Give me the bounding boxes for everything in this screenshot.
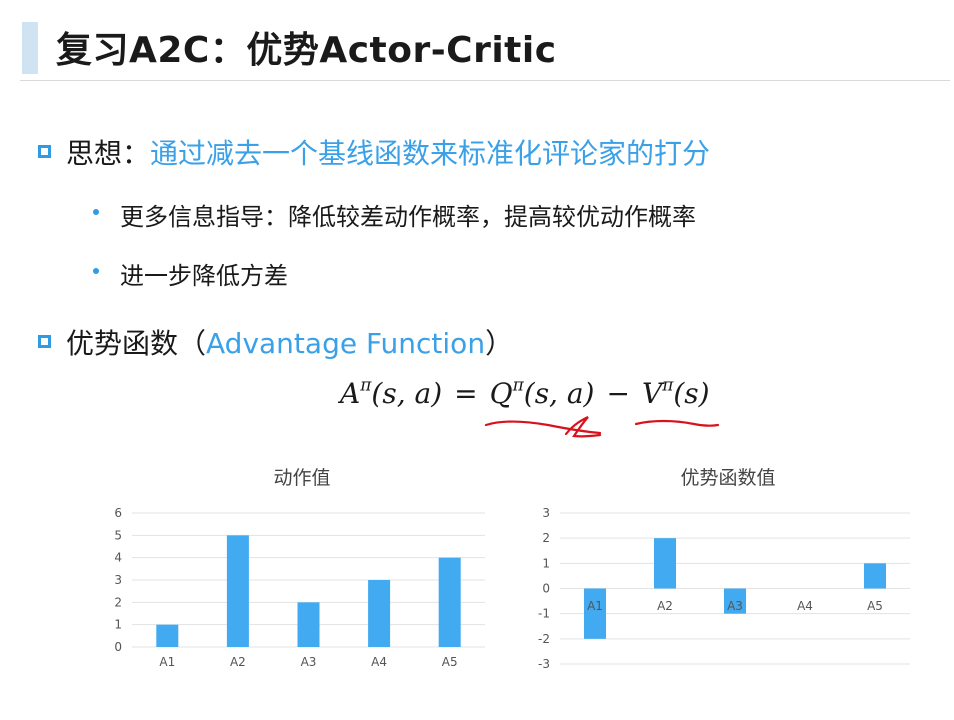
bar bbox=[724, 588, 746, 614]
bar bbox=[438, 557, 461, 647]
formula-pi: π bbox=[360, 375, 372, 396]
bar bbox=[654, 538, 676, 589]
x-tick-label: A5 bbox=[442, 655, 458, 669]
y-tick-label: 2 bbox=[114, 595, 122, 609]
formula-a: A bbox=[340, 377, 361, 410]
advantage-line: 优势函数（Advantage Function） bbox=[66, 322, 513, 362]
dot-bullet-icon bbox=[93, 209, 99, 215]
formula-args-s: (s) bbox=[673, 377, 710, 410]
x-tick-label: A2 bbox=[657, 599, 673, 613]
y-tick-label: 6 bbox=[114, 506, 122, 520]
idea-label: 思想： bbox=[66, 137, 151, 170]
chart-action-values: 动作值 0 1 2 3 4 5 6 A1 A2 A3 A4 A5 bbox=[114, 467, 485, 669]
formula-args: (s, a) bbox=[371, 377, 443, 410]
bar bbox=[584, 588, 606, 639]
idea-text: 通过减去一个基线函数来标准化评论家的打分 bbox=[150, 137, 711, 170]
formula-pi: π bbox=[512, 375, 524, 396]
y-tick-label: -2 bbox=[538, 632, 550, 646]
title-accent-bar bbox=[22, 22, 38, 74]
slide-title: 复习A2C：优势Actor-Critic bbox=[56, 30, 557, 71]
x-tick-label: A3 bbox=[301, 655, 317, 669]
y-tick-label: -3 bbox=[538, 657, 550, 671]
x-tick-label: A3 bbox=[727, 599, 743, 613]
x-tick-label: A4 bbox=[797, 599, 813, 613]
x-tick-label: A1 bbox=[587, 599, 603, 613]
y-tick-label: 3 bbox=[114, 573, 122, 587]
y-tick-label: 5 bbox=[114, 528, 122, 542]
y-tick-label: 3 bbox=[542, 506, 550, 520]
bar bbox=[297, 602, 320, 647]
square-bullet-icon bbox=[38, 335, 51, 348]
title-divider bbox=[20, 80, 950, 81]
bar bbox=[368, 580, 391, 647]
advantage-formula: Aπ(s, a) = Qπ(s, a) − Vπ(s) bbox=[340, 377, 710, 410]
y-tick-label: 0 bbox=[542, 582, 550, 596]
x-tick-label: A2 bbox=[230, 655, 246, 669]
formula-v: V bbox=[641, 377, 663, 410]
y-tick-label: 2 bbox=[542, 531, 550, 545]
bar bbox=[226, 535, 249, 647]
y-tick-label: -1 bbox=[538, 607, 550, 621]
y-tick-label: 0 bbox=[114, 640, 122, 654]
y-tick-label: 1 bbox=[542, 556, 550, 570]
formula-args: (s, a) bbox=[523, 377, 595, 410]
formula-minus: − bbox=[606, 377, 630, 410]
x-tick-label: A1 bbox=[159, 655, 175, 669]
x-tick-label: A4 bbox=[371, 655, 387, 669]
y-tick-label: 4 bbox=[114, 551, 122, 565]
x-tick-label: A5 bbox=[867, 599, 883, 613]
bar bbox=[864, 563, 886, 589]
formula-equals: = bbox=[454, 377, 478, 410]
chart-advantage-values: 优势函数值 -3 -2 -1 0 1 2 3 A1 A2 A3 A4 A5 bbox=[538, 467, 910, 671]
advantage-english: Advantage Function bbox=[206, 327, 486, 360]
sub-bullet-1: 更多信息指导：降低较差动作概率，提高较优动作概率 bbox=[120, 203, 696, 231]
idea-line: 思想：通过减去一个基线函数来标准化评论家的打分 bbox=[66, 132, 710, 172]
formula-q: Q bbox=[489, 377, 513, 410]
chart-title: 优势函数值 bbox=[680, 467, 775, 489]
advantage-close: ） bbox=[485, 327, 514, 360]
y-tick-label: 1 bbox=[114, 618, 122, 632]
advantage-label: 优势函数（ bbox=[66, 327, 207, 360]
handwritten-underline-annotation bbox=[484, 416, 720, 438]
sub-bullet-2: 进一步降低方差 bbox=[120, 262, 288, 290]
formula-pi: π bbox=[662, 375, 674, 396]
square-bullet-icon bbox=[38, 145, 51, 158]
bar bbox=[156, 624, 179, 647]
chart-title: 动作值 bbox=[273, 467, 330, 489]
dot-bullet-icon bbox=[93, 268, 99, 274]
